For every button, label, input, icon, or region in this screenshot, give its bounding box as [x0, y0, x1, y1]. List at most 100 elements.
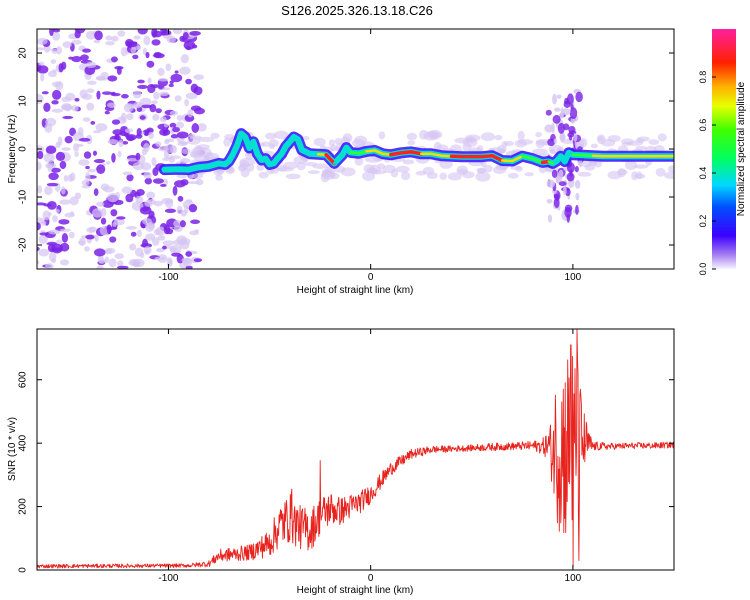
halo-speckle	[515, 165, 523, 172]
noise-speckle	[176, 114, 183, 121]
noise-speckle	[131, 201, 144, 211]
noise-speckle	[171, 252, 182, 257]
noise-speckle	[179, 240, 190, 250]
halo-speckle	[402, 159, 415, 165]
noise-speckle	[122, 141, 129, 145]
halo-speckle	[439, 159, 453, 169]
burst-speckle	[558, 181, 567, 187]
noise-speckle	[185, 265, 193, 269]
halo-speckle	[462, 171, 475, 179]
halo-speckle	[657, 133, 667, 142]
noise-speckle	[152, 167, 159, 177]
ridge-segment	[333, 153, 344, 165]
noise-speckle	[160, 183, 167, 188]
burst-speckle	[550, 122, 555, 134]
noise-speckle	[61, 147, 71, 151]
noise-speckle	[126, 113, 134, 121]
noise-speckle	[96, 164, 106, 175]
noise-speckle	[55, 239, 63, 245]
noise-speckle	[107, 102, 116, 108]
noise-speckle	[172, 29, 183, 35]
noise-speckle	[105, 247, 116, 254]
colorbar-label: Normalized spectral amplitude	[736, 81, 747, 216]
noise-speckle	[108, 258, 117, 268]
noise-speckle	[130, 231, 137, 237]
noise-speckle	[187, 109, 194, 118]
noise-speckle	[125, 226, 138, 230]
halo-speckle	[507, 172, 519, 179]
halo-speckle	[307, 170, 320, 175]
noise-speckle	[55, 141, 61, 149]
noise-speckle	[133, 35, 141, 40]
noise-speckle	[52, 214, 58, 223]
noise-speckle	[47, 201, 57, 210]
halo-speckle	[342, 133, 353, 143]
noise-speckle	[62, 115, 74, 120]
noise-speckle	[71, 39, 82, 45]
noise-speckle	[107, 193, 119, 203]
noise-speckle	[177, 195, 184, 202]
halo-speckle	[354, 156, 364, 166]
noise-speckle	[41, 91, 49, 95]
noise-speckle	[85, 61, 97, 69]
noise-speckle	[95, 76, 107, 81]
noise-speckle	[136, 127, 142, 137]
y-tick-label: 20	[18, 47, 29, 59]
snr-axes: -100 0 100 0 200 400 600	[18, 329, 674, 584]
noise-speckle	[37, 161, 42, 171]
noise-speckle	[194, 229, 200, 233]
halo-speckle	[465, 134, 481, 142]
noise-speckle	[143, 171, 152, 179]
halo-speckle	[365, 157, 381, 163]
burst-speckle	[564, 207, 572, 218]
noise-speckle	[174, 70, 179, 74]
halo-speckle	[426, 172, 438, 180]
ridge-segment	[349, 151, 360, 155]
noise-speckle	[179, 66, 191, 75]
halo-speckle	[492, 165, 507, 174]
burst-speckle	[566, 172, 575, 182]
halo-speckle	[655, 167, 666, 177]
noise-speckle	[147, 77, 152, 84]
noise-speckle	[182, 31, 189, 40]
noise-speckle	[159, 91, 169, 97]
halo-speckle	[517, 138, 534, 145]
noise-speckle	[71, 105, 79, 112]
noise-speckle	[51, 50, 58, 54]
burst-speckle	[563, 185, 567, 196]
noise-speckle	[169, 110, 178, 116]
halo-speckle	[302, 136, 310, 141]
noise-speckle	[61, 61, 67, 70]
noise-speckle	[93, 39, 101, 44]
burst-speckle	[563, 100, 571, 109]
noise-speckle	[71, 55, 82, 63]
noise-speckle	[135, 195, 144, 204]
noise-speckle	[105, 35, 113, 41]
noise-speckle	[158, 78, 169, 82]
noise-speckle	[151, 39, 161, 46]
halo-speckle	[588, 162, 597, 167]
noise-speckle	[78, 159, 90, 166]
noise-speckle	[85, 165, 90, 170]
halo-speckle	[187, 137, 201, 145]
noise-speckle	[59, 160, 67, 170]
ridge-segment	[547, 160, 554, 165]
halo-speckle	[535, 139, 545, 149]
noise-speckle	[166, 35, 176, 44]
noise-speckle	[37, 150, 44, 160]
noise-speckle	[122, 171, 133, 176]
halo-speckle	[406, 132, 418, 141]
halo-speckle	[285, 173, 301, 180]
noise-speckle	[143, 35, 151, 46]
noise-speckle	[126, 135, 135, 142]
halo-speckle	[535, 131, 542, 138]
halo-speckle	[278, 166, 294, 172]
noise-speckle	[117, 150, 122, 158]
noise-speckle	[144, 199, 153, 207]
noise-speckle	[155, 108, 162, 114]
burst-speckle	[547, 214, 553, 223]
noise-speckle	[55, 151, 66, 161]
noise-speckle	[105, 41, 115, 46]
noise-speckle	[46, 164, 53, 168]
halo-speckle	[313, 137, 326, 147]
